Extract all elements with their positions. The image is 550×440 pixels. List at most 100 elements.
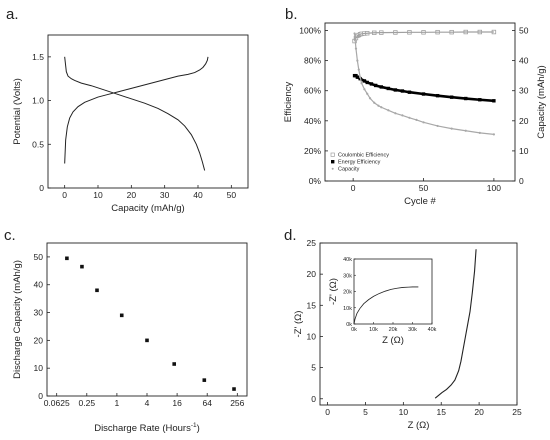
x-tick-label: 10 (399, 407, 409, 417)
y-tick-label: 0 (311, 394, 316, 404)
y-right-axis-label: Capacity (mAh/g) (536, 65, 547, 138)
y-axis-label: Discharge Capacity (mAh/g) (12, 260, 23, 379)
inset-x-tick-label: 20k (389, 327, 398, 333)
data-point (80, 264, 84, 269)
series-line (354, 31, 494, 42)
x-tick-label: 1 (115, 398, 120, 408)
series-line (354, 74, 494, 103)
inset-y-tick-label: 20k (343, 290, 352, 296)
x-tick-label: 0 (351, 183, 356, 193)
legend-label: Energy Efficiency (338, 160, 381, 166)
y-axis-label: -Z' (Ω) (293, 311, 304, 338)
y-right-tick-label: 20 (519, 116, 529, 126)
data-point (202, 378, 207, 382)
inset-x-axis-label: Z (Ω) (382, 335, 404, 346)
y-tick-label: 40% (304, 116, 321, 126)
x-axis-label: Capacity (mAh/g) (111, 203, 184, 214)
plot-frame (46, 242, 248, 397)
x-axis-label-end: ) (197, 423, 200, 434)
inset-y-tick-label: 40k (343, 257, 352, 263)
inset-y-tick-label: 30k (343, 273, 352, 279)
y-tick-label: 80% (304, 56, 321, 66)
panel-label: d. (284, 227, 297, 244)
x-tick-label: 64 (202, 398, 212, 408)
y-tick-label: 50 (34, 252, 44, 262)
x-tick-label: 0.25 (79, 398, 96, 408)
y-tick-label: 5 (311, 363, 316, 373)
panel-c: c. 0.0625 0.25 1 4 16 64 256 0 10 20 30 40 50 Discharg… (4, 227, 248, 434)
x-tick-label: 16 (172, 398, 182, 408)
x-tick-label: 0.0625 (44, 398, 70, 408)
panel-label: c. (4, 227, 16, 244)
legend-label: Capacity (338, 167, 360, 173)
y-tick-label: 10 (307, 331, 317, 341)
x-tick-label: 50 (227, 190, 237, 200)
panel-d: d. 0 5 10 15 20 25 0 5 10 15 20 25 Z (Ω) -Z' (Ω) 0k 10k 2… (284, 227, 522, 431)
y-tick-label: 0 (39, 183, 44, 193)
x-axis-label: Discharge Rate (Hours-1) (94, 422, 200, 434)
y-tick-label: 60% (304, 86, 321, 96)
x-tick-label: 4 (145, 398, 150, 408)
panel-label: b. (285, 6, 298, 23)
y-tick-label: 0 (38, 391, 43, 401)
y-tick-label: 15 (307, 300, 317, 310)
inset-frame (353, 258, 433, 325)
x-axis-label: Z (Ω) (408, 420, 430, 431)
y-tick-label: 1.0 (32, 96, 44, 106)
y-tick-label: 0.5 (32, 139, 44, 149)
inset-x-tick-label: 30k (408, 327, 417, 333)
series-line (434, 249, 477, 399)
y-right-tick-label: 30 (519, 86, 529, 96)
x-tick-label: 10 (93, 190, 103, 200)
y-right-tick-label: 50 (519, 26, 529, 36)
y-tick-label: 10 (34, 363, 44, 373)
inset-x-tick-label: 40k (428, 327, 437, 333)
x-axis-label-superscript: -1 (191, 422, 197, 429)
inset-y-axis-label: -Z' (Ω) (328, 278, 339, 305)
x-tick-label: 0 (62, 190, 67, 200)
inset-x-tick-label: 10k (369, 327, 378, 333)
plot-frame (319, 242, 518, 406)
panel-a: a. 0 10 20 30 40 50 0 0.5 1.0 1.5 Capacity (mAh/g) P… (6, 6, 249, 214)
x-tick-label: 5 (363, 407, 368, 417)
data-point (65, 256, 69, 261)
y-tick-label: 20% (304, 146, 321, 156)
panel-b: b. 0 50 100 0% 20% 40% 60% 80% 100% 0 10 20 30 40 50 Cou… (283, 6, 547, 207)
panel-label: a. (6, 6, 19, 23)
x-tick-label: 256 (230, 398, 244, 408)
y-tick-label: 1.5 (32, 52, 44, 62)
y-tick-label: 40 (34, 280, 44, 290)
inset-series-line (353, 286, 419, 325)
plot-frame (47, 34, 249, 189)
y-tick-label: 20 (34, 335, 44, 345)
y-tick-label: 0% (309, 176, 322, 186)
data-point (232, 387, 236, 391)
x-tick-label: 0 (325, 407, 330, 417)
x-tick-label: 20 (127, 190, 137, 200)
plot-frame (324, 22, 516, 182)
y-tick-label: 25 (307, 238, 317, 248)
y-tick-label: 20 (307, 269, 317, 279)
legend-marker (331, 160, 335, 164)
inset-y-tick-label: 0k (346, 322, 352, 328)
y-right-tick-label: 0 (519, 176, 524, 186)
data-point (119, 313, 124, 318)
data-point (95, 288, 99, 293)
legend-marker (331, 167, 334, 170)
inset-x-tick-label: 0k (351, 327, 357, 333)
y-tick-label: 100% (299, 26, 321, 36)
legend-marker (330, 152, 335, 157)
x-tick-label: 40 (193, 190, 203, 200)
series-line (64, 56, 209, 164)
x-tick-label: 100 (487, 183, 501, 193)
y-axis-label: Potential (Volts) (12, 78, 23, 145)
x-tick-label: 15 (436, 407, 446, 417)
x-tick-label: 30 (160, 190, 170, 200)
x-tick-label: 25 (512, 407, 522, 417)
data-point (145, 338, 149, 343)
y-right-tick-label: 10 (519, 146, 529, 156)
y-right-tick-label: 40 (519, 56, 529, 66)
y-tick-label: 30 (34, 308, 44, 318)
x-tick-label: 20 (474, 407, 484, 417)
